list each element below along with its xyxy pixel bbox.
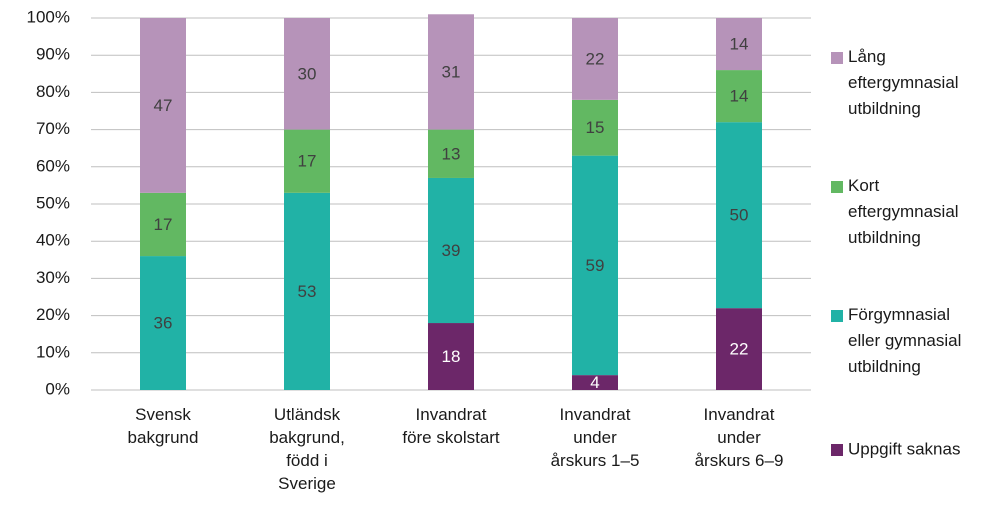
data-label: 39 — [442, 241, 461, 260]
legend-label: Kort eftergymnasial utbildning — [848, 176, 959, 247]
bar-segment — [716, 122, 762, 309]
y-tick-label: 90% — [36, 45, 70, 64]
data-label: 31 — [442, 62, 461, 81]
data-label: 18 — [442, 347, 461, 366]
legend-swatch — [831, 52, 843, 64]
legend-label: Uppgift saknas — [848, 439, 960, 458]
bar-segment — [716, 70, 762, 123]
bar-segment — [140, 192, 186, 257]
bar-segment — [284, 129, 330, 193]
bar-segment — [572, 18, 618, 100]
bar-segment — [716, 18, 762, 71]
data-label: 22 — [730, 340, 749, 359]
data-label: 17 — [154, 215, 173, 234]
data-label: 17 — [298, 152, 317, 171]
data-label: 4 — [590, 373, 599, 392]
bar-segment — [140, 256, 186, 390]
x-tick-label: Invandrat före skolstart — [402, 405, 500, 447]
data-label: 15 — [586, 118, 605, 137]
x-tick-label: Invandrat under årskurs 6–9 — [695, 405, 784, 470]
data-label: 36 — [154, 314, 173, 333]
data-label: 50 — [730, 206, 749, 225]
legend-label: Förgymnasial eller gymnasial utbildning — [848, 305, 961, 376]
bar-segment — [428, 323, 474, 390]
bar-segment — [572, 99, 618, 156]
legend-swatch — [831, 181, 843, 193]
y-tick-label: 0% — [45, 379, 70, 398]
bar-segment — [572, 375, 618, 390]
data-label: 14 — [730, 35, 749, 54]
data-label: 59 — [586, 256, 605, 275]
bar-segment — [140, 18, 186, 193]
legend-swatch — [831, 444, 843, 456]
y-tick-label: 40% — [36, 231, 70, 250]
x-tick-label: Invandrat under årskurs 1–5 — [551, 405, 640, 470]
bar-segment — [716, 308, 762, 390]
y-tick-label: 50% — [36, 193, 70, 212]
data-label: 14 — [730, 87, 749, 106]
bar-segment — [428, 177, 474, 324]
y-tick-label: 30% — [36, 268, 70, 287]
data-label: 13 — [442, 144, 461, 163]
legend-label: Lång eftergymnasial utbildning — [848, 47, 959, 118]
y-tick-label: 100% — [27, 7, 70, 26]
legend-swatch — [831, 310, 843, 322]
x-tick-label: Utländsk bakgrund, född i Sverige — [269, 405, 345, 493]
x-tick-label: Svensk bakgrund — [128, 405, 199, 447]
y-tick-label: 70% — [36, 119, 70, 138]
data-label: 47 — [154, 96, 173, 115]
bar-segment — [572, 155, 618, 376]
y-tick-label: 20% — [36, 305, 70, 324]
y-tick-label: 10% — [36, 342, 70, 361]
bar-segment — [284, 18, 330, 130]
y-tick-label: 80% — [36, 82, 70, 101]
bar-segment — [284, 192, 330, 390]
data-label: 30 — [298, 64, 317, 83]
bar-segment — [428, 14, 474, 130]
data-label: 53 — [298, 282, 317, 301]
bar-segment — [428, 129, 474, 178]
data-label: 22 — [586, 49, 605, 68]
y-tick-label: 60% — [36, 156, 70, 175]
